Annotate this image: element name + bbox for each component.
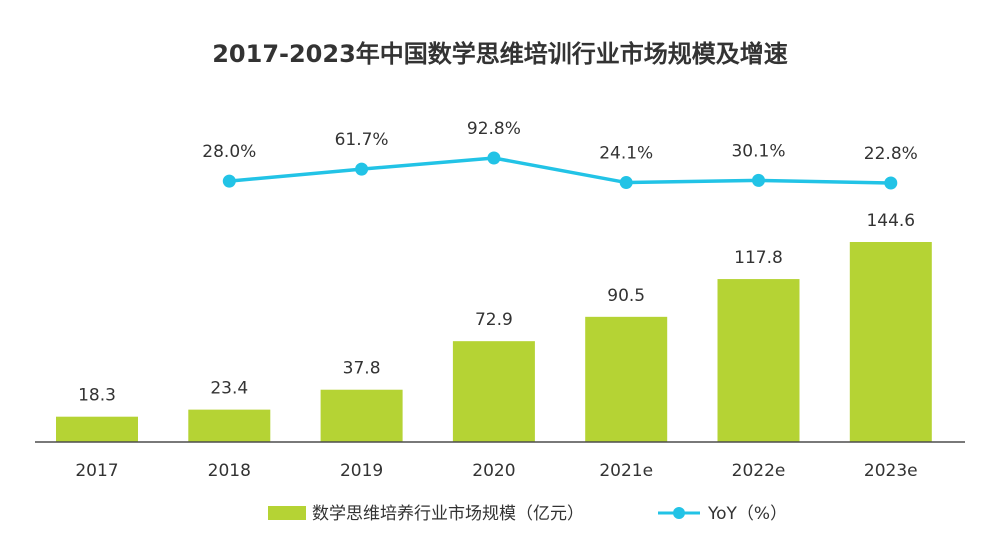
x-tick-labels: 2017 2018 2019 2020 2021e 2022e 2023e <box>75 461 917 481</box>
legend-bar-label: 数学思维培养行业市场规模（亿元） <box>312 504 584 524</box>
bar-2020 <box>452 341 535 442</box>
legend-bar-swatch <box>268 506 306 520</box>
legend-line-marker <box>673 507 685 519</box>
yoy-value-label: 61.7% <box>335 130 389 150</box>
bar-value-label: 117.8 <box>734 248 783 268</box>
bar-value-label: 90.5 <box>607 286 645 306</box>
bar-2021e <box>585 316 668 442</box>
yoy-point-2018 <box>222 174 236 188</box>
yoy-line-series: 28.0% 61.7% 92.8% 24.1% 30.1% 22.8% <box>202 119 918 190</box>
bar-labels: 18.3 23.4 37.8 72.9 90.5 117.8 144.6 <box>78 211 915 406</box>
bar-series <box>56 242 932 442</box>
x-tick-label: 2017 <box>75 461 118 481</box>
yoy-value-label: 30.1% <box>731 141 785 161</box>
x-tick-label: 2023e <box>864 461 918 481</box>
yoy-point-2021e <box>619 176 633 190</box>
x-tick-label: 2021e <box>599 461 653 481</box>
x-tick-label: 2018 <box>208 461 251 481</box>
legend-line-label: YoY（%） <box>707 504 787 524</box>
yoy-value-label: 28.0% <box>202 142 256 162</box>
bar-2022e <box>717 279 800 442</box>
bar-value-label: 18.3 <box>78 386 116 406</box>
x-tick-label: 2019 <box>340 461 383 481</box>
legend: 数学思维培养行业市场规模（亿元） YoY（%） <box>268 504 787 524</box>
bar-value-label: 23.4 <box>210 379 248 399</box>
bar-2023e <box>849 242 932 442</box>
yoy-line <box>229 156 891 185</box>
yoy-value-label: 22.8% <box>864 144 918 164</box>
yoy-point-2020 <box>487 151 501 165</box>
bar-2017 <box>56 416 138 442</box>
x-tick-label: 2022e <box>732 461 786 481</box>
x-tick-label: 2020 <box>472 461 515 481</box>
chart-title: 2017-2023年中国数学思维培训行业市场规模及增速 <box>212 40 788 68</box>
yoy-point-2023e <box>884 176 898 190</box>
yoy-point-2022e <box>752 173 765 187</box>
yoy-point-2019 <box>355 162 369 176</box>
bar-value-label: 37.8 <box>343 359 381 379</box>
bar-2018 <box>188 409 271 442</box>
yoy-value-label: 24.1% <box>599 144 653 164</box>
bar-2019 <box>320 389 403 442</box>
bar-value-label: 72.9 <box>475 310 513 330</box>
bar-value-label: 144.6 <box>866 211 915 231</box>
yoy-value-label: 92.8% <box>467 119 521 139</box>
